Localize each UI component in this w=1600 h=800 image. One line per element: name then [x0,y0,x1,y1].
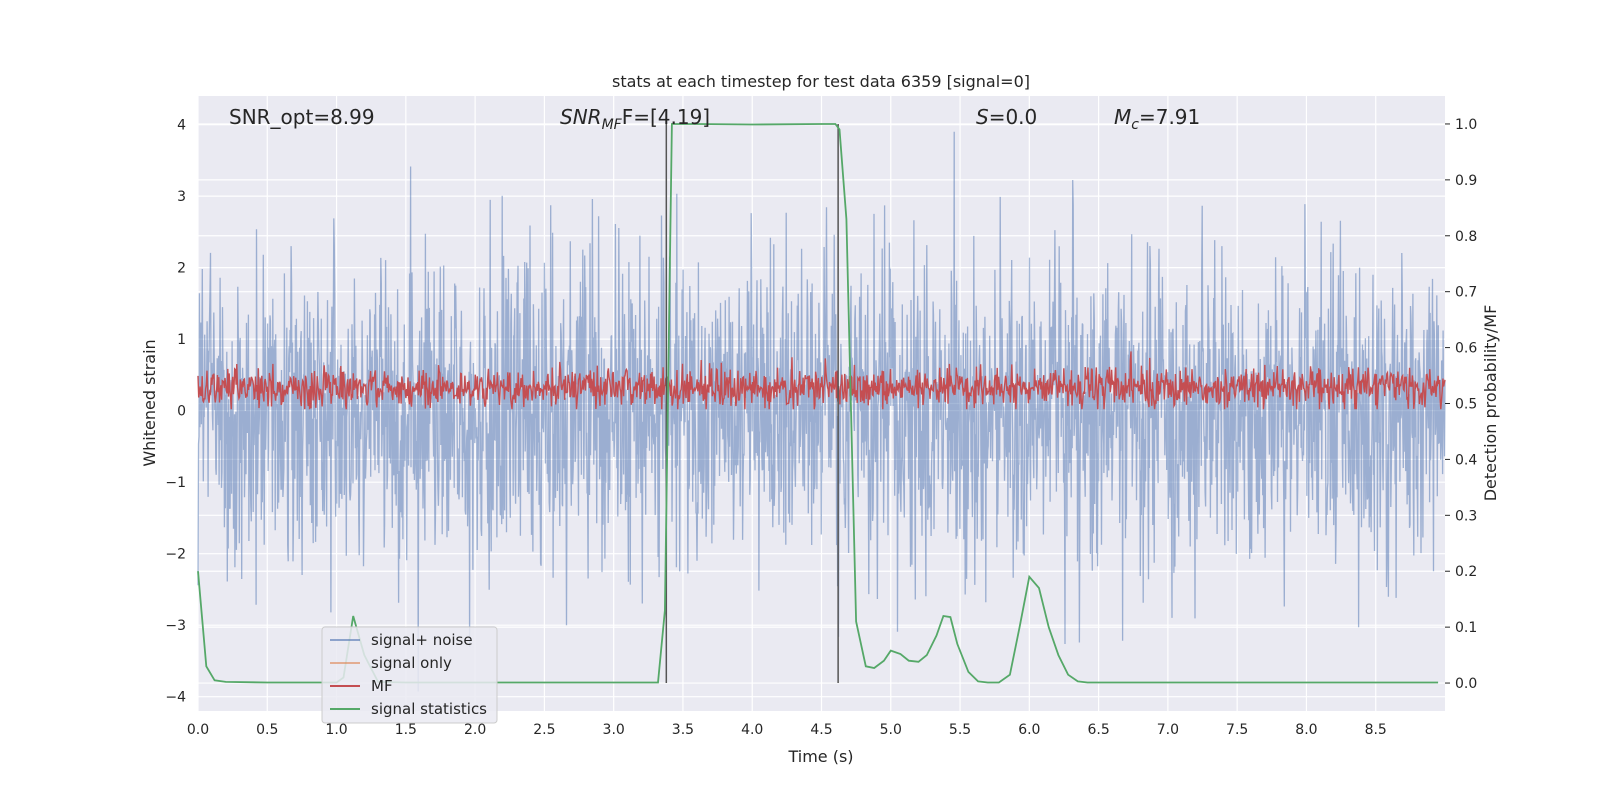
x-tick-label: 3.5 [672,722,694,738]
x-tick-label: 4.0 [741,722,763,738]
x-tick-label: 5.0 [880,722,902,738]
y-right-tick-label: 0.1 [1455,620,1477,636]
x-tick-label: 2.0 [464,722,486,738]
x-tick-label: 7.0 [1157,722,1179,738]
y-axis-title: Whitened strain [140,339,159,466]
y-right-tick-label: 0.5 [1455,397,1477,413]
signal-noise-line [197,131,1446,692]
mc-main: M [1114,105,1131,129]
snr-mf-main: SNR [560,105,602,129]
x-tick-label: 7.5 [1226,722,1248,738]
signal-noise-series [197,131,1446,692]
x-tick-label: 1.0 [325,722,347,738]
mf-line [197,351,1446,410]
snr-mf-sub: MF [602,117,623,133]
y-tick-label: −3 [165,618,186,634]
chart-title: stats at each timestep for test data 635… [612,72,1030,91]
y-tick-label: 2 [177,261,186,277]
y-right-tick-label: 0.0 [1455,676,1477,692]
x-tick-label: 0.0 [187,722,209,738]
x-tick-label: 5.5 [949,722,971,738]
x-tick-label: 4.5 [810,722,832,738]
legend-label-signal-noise: signal+ noise [371,631,473,649]
y-tick-label: 1 [177,332,186,348]
y-right-tick-label: 0.9 [1455,173,1477,189]
x-axis-title: Time (s) [787,747,853,766]
x-tick-label: 8.0 [1295,722,1317,738]
legend-label-mf: MF [371,677,393,695]
legend-label-signal-only: signal only [371,654,452,672]
mf-series [197,351,1446,410]
y-right-tick-label: 0.2 [1455,564,1477,580]
x-tick-label: 2.5 [533,722,555,738]
y-right-tick-labels: 1.0 0.9 0.8 0.7 0.6 0.5 0.4 0.3 0.2 0.1 0.0 [1445,117,1477,692]
x-tick-label: 6.5 [1087,722,1109,738]
y-tick-label: 0 [177,404,186,420]
mc-annotation: Mc=7.91 [1114,105,1200,133]
y-right-tick-label: 0.8 [1455,229,1477,245]
y-right-tick-label: 0.3 [1455,508,1477,524]
snr-mf-rest: F=[4.19] [622,105,710,129]
s-main: S [976,105,989,129]
y-tick-label: −2 [165,547,186,563]
x-tick-label: 0.5 [256,722,278,738]
legend: signal+ noise signal only MF signal stat… [321,626,498,724]
y-right-tick-label: 0.7 [1455,285,1477,301]
vertical-markers [665,123,839,684]
s-annotation: S=0.0 [976,105,1037,129]
y-tick-label: 4 [177,118,186,134]
y-right-axis-title: Detection probability/MF [1481,305,1500,502]
y-right-tick-label: 0.6 [1455,341,1477,357]
x-tick-label: 6.0 [1018,722,1040,738]
mc-rest: =7.91 [1139,105,1200,129]
y-right-tick-label: 1.0 [1455,117,1477,133]
y-tick-label: −4 [165,690,186,706]
x-tick-label: 8.5 [1365,722,1387,738]
legend-label-signal-statistics: signal statistics [371,700,487,718]
legend-box [321,626,498,724]
x-tick-label: 1.5 [395,722,417,738]
snr-mf-annotation: SNRMFF=[4.19] [560,105,710,133]
snr-opt-annotation: SNR_opt=8.99 [229,105,375,129]
x-tick-labels: 0.0 0.5 1.0 1.5 2.0 2.5 3.0 3.5 4.0 4.5 5.0 5.5 6.0 6… [187,722,1387,738]
mc-sub: c [1131,117,1139,133]
y-right-tick-label: 0.4 [1455,452,1477,468]
x-tick-label: 3.0 [603,722,625,738]
y-tick-labels: 4 3 2 1 0 −1 −2 −3 −4 [165,118,186,706]
y-tick-label: 3 [177,189,186,205]
y-tick-label: −1 [165,475,186,491]
s-rest: =0.0 [989,105,1038,129]
